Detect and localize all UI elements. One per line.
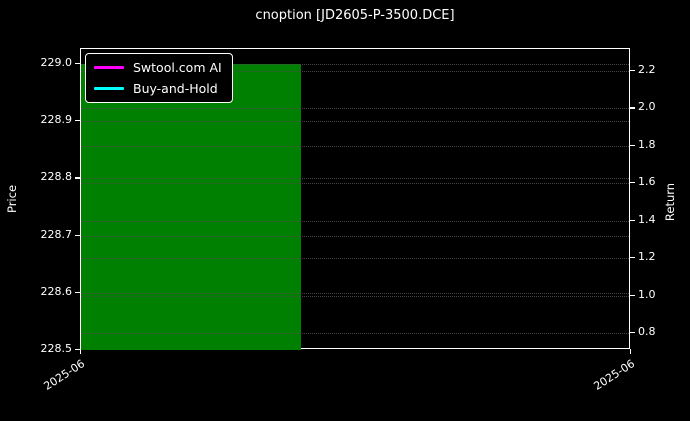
plot-area [80, 48, 630, 350]
right-axis-label: Return [663, 182, 678, 222]
return-tick-mark [630, 107, 635, 109]
return-tick-label: 1.6 [638, 175, 656, 189]
price-gridline [81, 292, 629, 294]
highlight-span [81, 64, 301, 350]
x-tick-mark [630, 349, 632, 354]
return-gridline [81, 183, 629, 185]
legend-label-buyhold: Buy-and-Hold [133, 81, 218, 96]
price-tick-mark [75, 291, 80, 293]
return-gridline [81, 71, 629, 72]
return-tick-label: 0.8 [638, 325, 656, 338]
buyhold-line-swatch [94, 87, 124, 90]
price-tick-mark [75, 120, 80, 122]
legend-item-ai: Swtool.com AI [94, 60, 222, 75]
return-tick-mark [630, 144, 635, 147]
x-tick-mark [80, 349, 82, 354]
return-tick-mark [630, 294, 635, 296]
x-tick-label: 2025-06 [41, 357, 88, 393]
price-tick-mark [75, 63, 80, 65]
legend-label-ai: Swtool.com AI [133, 60, 222, 75]
chart-legend: Swtool.com AI Buy-and-Hold [85, 53, 233, 103]
return-gridline [81, 258, 629, 260]
price-tick-label: 228.7 [40, 227, 73, 241]
return-tick-label: 1.8 [638, 137, 656, 151]
return-tick-mark [630, 332, 635, 334]
price-gridline [81, 121, 629, 123]
return-gridline [81, 333, 629, 334]
price-tick-mark [75, 349, 80, 351]
left-axis-label: Price [5, 184, 20, 214]
return-tick-mark [630, 70, 635, 72]
return-tick-label: 2.2 [638, 63, 656, 76]
price-tick-mark [75, 177, 80, 179]
return-gridline [81, 220, 629, 222]
legend-item-buyhold: Buy-and-Hold [94, 81, 222, 96]
x-tick-label: 2025-06 [591, 357, 638, 393]
price-gridline [81, 64, 629, 65]
return-tick-mark [630, 257, 635, 259]
return-gridline [81, 108, 629, 110]
return-gridline [81, 295, 629, 297]
return-tick-label: 1.2 [638, 250, 656, 264]
price-tick-mark [75, 234, 80, 236]
price-gridline [81, 178, 629, 180]
price-tick-label: 228.5 [40, 342, 73, 355]
price-gridline [81, 235, 629, 237]
ai-line-swatch [94, 66, 124, 69]
price-tick-label: 228.8 [40, 170, 73, 184]
return-tick-mark [630, 219, 635, 221]
price-tick-label: 229.0 [40, 56, 73, 69]
return-tick-mark [630, 182, 635, 184]
return-gridline [81, 145, 629, 147]
return-tick-label: 1.0 [638, 287, 656, 301]
return-tick-label: 1.4 [638, 212, 656, 226]
return-tick-label: 2.0 [638, 100, 656, 114]
price-tick-label: 228.6 [40, 284, 73, 298]
price-tick-label: 228.9 [40, 113, 73, 127]
chart-title: cnoption [JD2605-P-3500.DCE] [255, 8, 455, 23]
